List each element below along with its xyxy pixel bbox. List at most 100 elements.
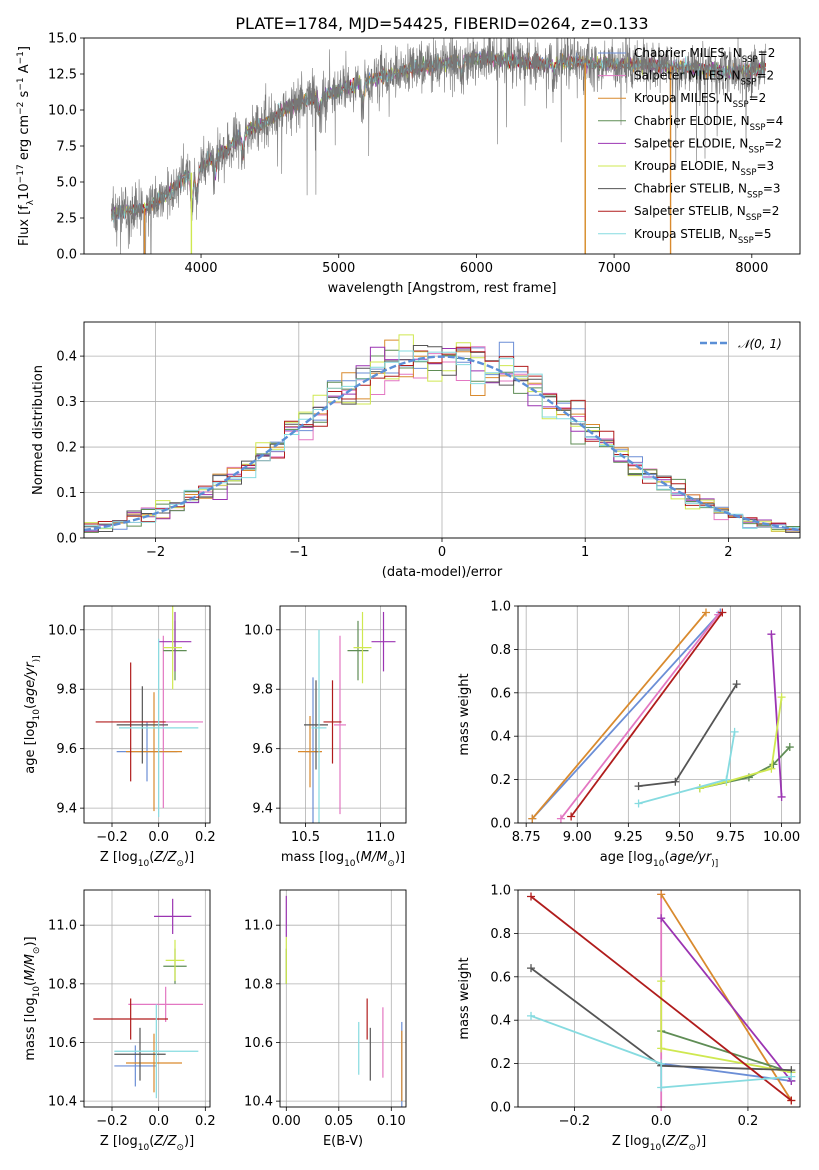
axes-frame	[279, 889, 407, 1108]
x-axis-label: E(B-V)	[323, 1134, 363, 1149]
errorbar-point	[323, 680, 342, 764]
hist-legend-label: 𝒩(0, 1)	[738, 337, 782, 351]
mass-weight-line	[770, 634, 783, 798]
plus-marker	[777, 792, 786, 801]
y-tick-label: 9.6	[252, 742, 273, 757]
legend-suffix: =3	[756, 159, 774, 173]
legend-suffix: =2	[758, 46, 776, 60]
x-tick-label: 10.5	[291, 830, 320, 845]
x-tick-label: −0.2	[96, 1114, 128, 1129]
legend-name: Kroupa STELIB, N	[634, 227, 738, 241]
plus-marker	[730, 727, 739, 736]
x-tick-label: 6000	[460, 261, 493, 276]
errorbar-point	[93, 998, 168, 1040]
x-axis-label-part: Z [log	[612, 1134, 650, 1149]
age-vs-Z-axes: −0.2 0.0 0.29.49.69.810.0Z [log10(Z/Z⊙)]ag…	[23, 605, 216, 869]
x-axis-label-part: )]	[184, 850, 194, 865]
y-tick-label: 0.4	[490, 730, 511, 745]
legend-entry: Kroupa ELODIE, NSSP=3	[634, 159, 774, 178]
x-axis-label-part: (	[356, 850, 361, 865]
x-axis-label: age [log10(age/yr)]	[600, 850, 718, 869]
legend-suffix: =3	[763, 182, 781, 196]
legend-name: Chabrier ELODIE, N	[634, 114, 750, 128]
legend-entry: Chabrier STELIB, NSSP=3	[634, 182, 781, 201]
x-tick-label: 8000	[735, 261, 768, 276]
plus-marker	[732, 680, 741, 689]
legend-suffix: =2	[764, 136, 782, 150]
plus-marker	[657, 1059, 666, 1068]
massweight-vs-age-axes: 8.75 9.00 9.25 9.50 9.75 10.00 0.0 0.2 0.4 0.6 0.8…	[457, 600, 801, 869]
legend-sub: SSP	[733, 100, 749, 110]
legend-suffix: =2	[749, 91, 767, 105]
mass-weight-line	[660, 1030, 792, 1074]
plus-marker	[657, 914, 666, 923]
mass-vs-EBV-axes: 0.00 0.05 0.10 10.4 10.6 10.8 11.0 E(B-V)	[244, 889, 407, 1149]
x-axis-label-part: (	[149, 850, 154, 865]
x-axis-label-part: Z/Z	[665, 1134, 689, 1149]
legend-name: Salpeter MILES, N	[634, 69, 741, 83]
y-tick-label: 0.3	[56, 395, 77, 410]
y-axis-label-part: s	[17, 90, 32, 101]
x-axis-label-part: )]	[395, 850, 405, 865]
mass-weight-line	[531, 611, 707, 820]
observed-spectrum-line	[111, 38, 766, 254]
legend-name: Kroupa MILES, N	[634, 91, 733, 105]
x-tick-label: −2	[146, 545, 165, 560]
errorbar-point	[298, 715, 322, 788]
y-tick-label: 9.4	[252, 802, 273, 817]
x-tick-label: 0.0	[148, 1114, 169, 1129]
y-tick-label: 0.8	[490, 927, 511, 942]
y-axis-label-part: A	[17, 64, 32, 77]
x-axis-label-part: ⊙	[176, 1143, 184, 1153]
y-axis-label-part: −1	[16, 77, 26, 90]
plus-marker	[556, 814, 565, 823]
y-tick-label: 11.0	[48, 919, 77, 934]
legend-sub: SSP	[748, 145, 764, 155]
errorbar-point	[95, 662, 166, 782]
y-tick-label: 0.0	[56, 248, 77, 263]
x-axis-label-part: 10	[344, 859, 356, 869]
axes-frame	[83, 321, 801, 539]
legend-sub: SSP	[741, 78, 757, 88]
legend-entry: Chabrier ELODIE, NSSP=4	[634, 114, 783, 133]
errorbar-point	[154, 898, 192, 934]
x-axis-label-part: 10	[650, 1143, 662, 1153]
x-tick-label: 7000	[598, 261, 631, 276]
mass-weight-line	[660, 917, 793, 1082]
legend-name: Chabrier STELIB, N	[634, 182, 747, 196]
x-tick-label: 0.2	[738, 1114, 759, 1129]
y-tick-label: 0.2	[490, 1057, 511, 1072]
y-axis-label-part: 10	[17, 183, 32, 200]
plus-marker	[657, 890, 666, 899]
x-tick-label: −0.2	[559, 1114, 591, 1129]
x-axis-label-part: mass [log	[281, 850, 344, 865]
y-tick-label: 10.0	[48, 623, 77, 638]
y-tick-label: 11.0	[244, 919, 273, 934]
legend-sub: SSP	[747, 191, 763, 201]
errorbar-point	[353, 611, 372, 684]
errorbar-point	[114, 1004, 199, 1099]
plus-marker	[722, 775, 731, 784]
legend-entry: Kroupa STELIB, NSSP=5	[634, 227, 772, 246]
x-axis-label-part: )]	[711, 859, 718, 869]
x-axis-label-part: )]	[696, 1134, 706, 1149]
plus-marker	[787, 1072, 796, 1081]
y-tick-label: 0.0	[490, 1101, 511, 1116]
y-axis-label-part: )]	[32, 655, 42, 662]
x-tick-label: 0	[438, 545, 446, 560]
x-axis-label: Z [log10(Z/Z⊙)]	[100, 1134, 194, 1153]
axes-frame	[517, 889, 801, 1108]
y-axis-label-part: )]	[23, 936, 38, 946]
x-axis-label-part: Z [log	[100, 1134, 138, 1149]
y-axis-label: mass weight	[457, 957, 472, 1039]
x-axis-label-part: M/M	[361, 850, 388, 865]
figure-title: PLATE=1784, MJD=54425, FIBERID=0264, z=0…	[235, 14, 648, 33]
mass-weight-line	[560, 614, 720, 820]
x-axis-label-part: age/yr	[670, 850, 713, 865]
errorbar-point	[334, 635, 346, 815]
errorbar-point	[371, 611, 396, 672]
errorbar-point	[119, 638, 199, 818]
x-axis-label: mass [log10(M/M⊙)]	[281, 850, 405, 869]
y-axis-label-part: (	[23, 704, 38, 709]
